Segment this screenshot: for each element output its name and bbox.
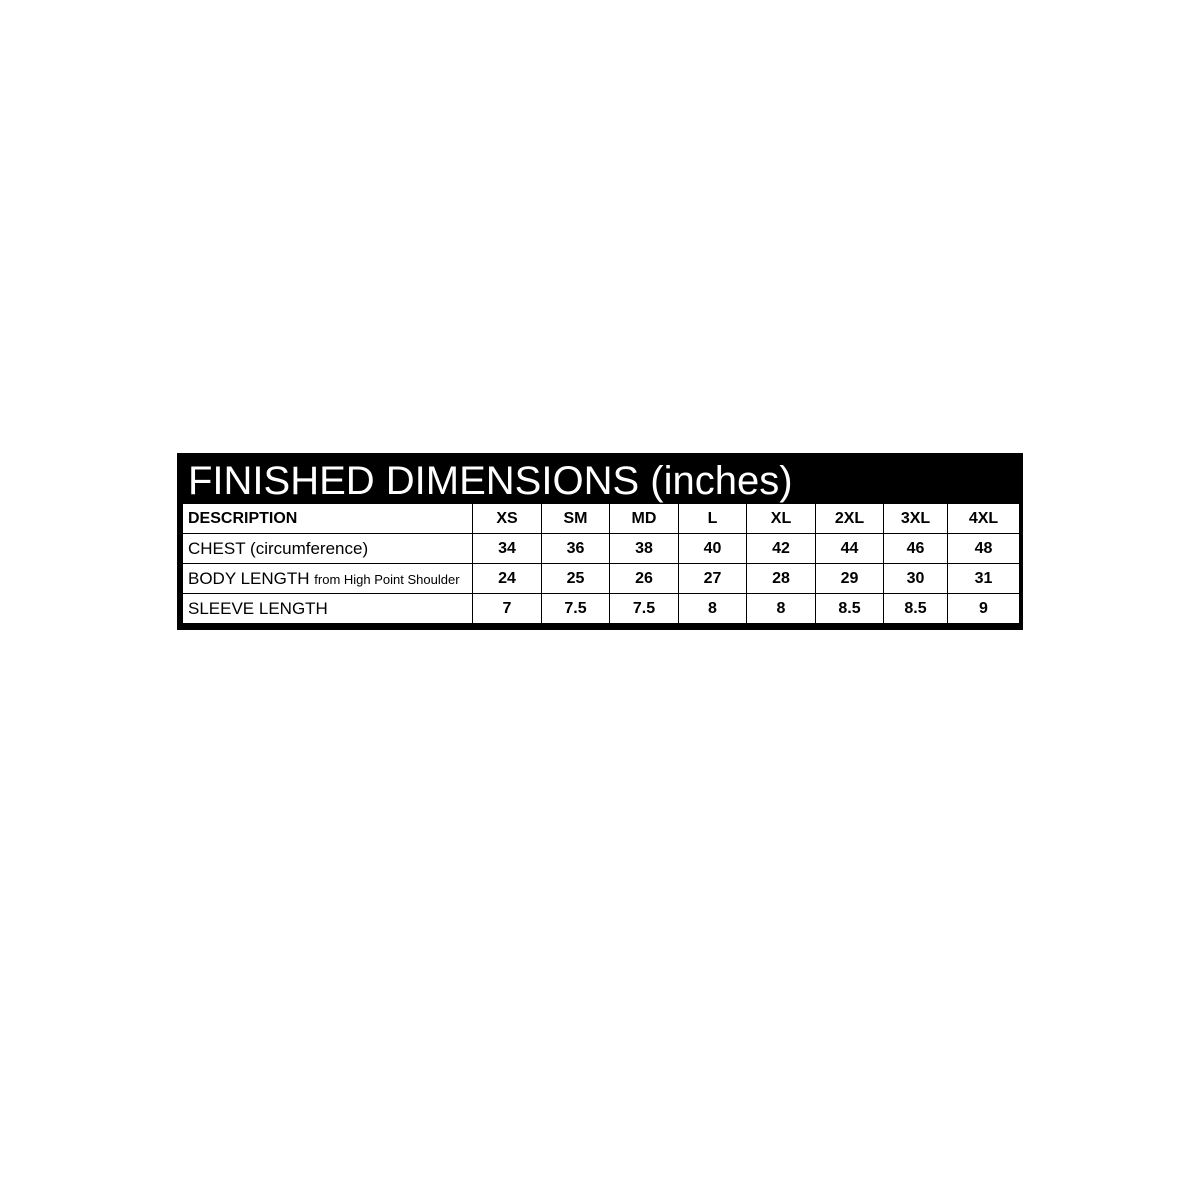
row-label-text: BODY LENGTH — [188, 568, 310, 588]
dimensions-table: DESCRIPTION XS SM MD L XL 2XL 3XL 4XL CHEST (circ… — [182, 503, 1020, 624]
value-cell: 9 — [947, 593, 1020, 624]
row-label-text: CHEST (circumference) — [188, 538, 369, 558]
column-header-size: L — [678, 503, 747, 534]
table-row: CHEST (circumference) 34 36 38 40 42 44 46 48 — [182, 533, 1020, 564]
value-cell: 30 — [883, 563, 948, 594]
table-header-row: DESCRIPTION XS SM MD L XL 2XL 3XL 4XL — [182, 503, 1020, 534]
value-cell: 29 — [815, 563, 884, 594]
table-row: SLEEVE LENGTH 7 7.5 7.5 8 8 8.5 8.5 9 — [182, 593, 1020, 624]
value-cell: 7.5 — [609, 593, 679, 624]
chart-title: FINISHED DIMENSIONS (inches) — [188, 459, 793, 503]
value-cell: 48 — [947, 533, 1020, 564]
value-cell: 8.5 — [883, 593, 948, 624]
value-cell: 26 — [609, 563, 679, 594]
row-label-note: from High Point Shoulder — [314, 571, 460, 587]
value-cell: 46 — [883, 533, 948, 564]
table-row: BODY LENGTH from High Point Shoulder 24 25… — [182, 563, 1020, 594]
value-cell: 36 — [541, 533, 610, 564]
size-chart: FINISHED DIMENSIONS (inches) DESCRIPTION… — [177, 453, 1023, 630]
column-header-size: MD — [609, 503, 679, 534]
column-header-size: SM — [541, 503, 610, 534]
value-cell: 8 — [678, 593, 747, 624]
value-cell: 42 — [746, 533, 816, 564]
value-cell: 28 — [746, 563, 816, 594]
value-cell: 8.5 — [815, 593, 884, 624]
value-cell: 38 — [609, 533, 679, 564]
column-header-size: 2XL — [815, 503, 884, 534]
column-header-description: DESCRIPTION — [182, 503, 473, 534]
value-cell: 8 — [746, 593, 816, 624]
value-cell: 25 — [541, 563, 610, 594]
column-header-size: 3XL — [883, 503, 948, 534]
column-header-size: XL — [746, 503, 816, 534]
value-cell: 7 — [472, 593, 542, 624]
column-header-size: XS — [472, 503, 542, 534]
value-cell: 27 — [678, 563, 747, 594]
row-label: BODY LENGTH from High Point Shoulder — [182, 563, 473, 594]
value-cell: 31 — [947, 563, 1020, 594]
value-cell: 44 — [815, 533, 884, 564]
row-label: SLEEVE LENGTH — [182, 593, 473, 624]
value-cell: 40 — [678, 533, 747, 564]
value-cell: 24 — [472, 563, 542, 594]
value-cell: 7.5 — [541, 593, 610, 624]
column-header-size: 4XL — [947, 503, 1020, 534]
row-label-text: SLEEVE LENGTH — [188, 598, 328, 618]
row-label: CHEST (circumference) — [182, 533, 473, 564]
value-cell: 34 — [472, 533, 542, 564]
